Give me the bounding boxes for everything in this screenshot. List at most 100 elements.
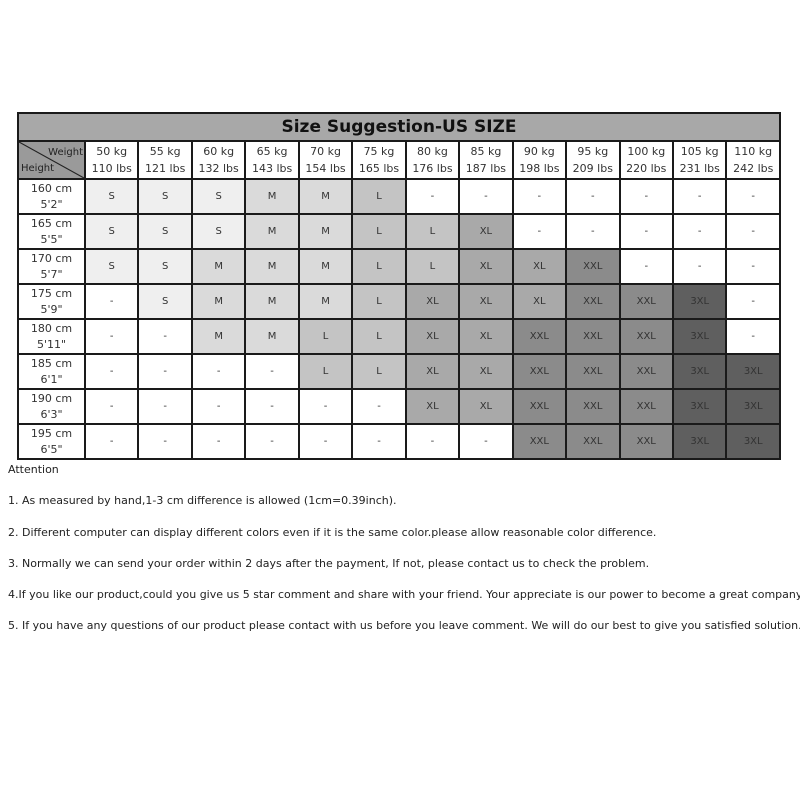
size-cell: - [83, 318, 140, 355]
note-item: 4.If you like our product,could you give… [8, 588, 800, 602]
size-cell: XL [404, 353, 461, 390]
weight-header: 50 kg 110 lbs [83, 140, 140, 180]
size-cell: - [511, 178, 568, 215]
note-item: 1. As measured by hand,1-3 cm difference… [8, 494, 397, 508]
size-cell: - [190, 388, 247, 425]
weight-kg: 55 kg [149, 145, 181, 158]
weight-header: 70 kg 154 lbs [297, 140, 354, 180]
weight-header: 60 kg 132 lbs [190, 140, 247, 180]
table-row: 170 cm 5'7" S S M M M L L XL XL XXL - - - [17, 248, 781, 285]
weight-kg: 75 kg [363, 145, 395, 158]
size-cell: 3XL [671, 353, 728, 390]
height-cm: 190 cm [30, 391, 73, 405]
size-cell: - [618, 248, 674, 285]
size-cell: L [351, 318, 407, 355]
size-cell: L [351, 283, 407, 320]
weight-lbs: 132 lbs [198, 162, 239, 175]
size-cell: M [297, 213, 354, 250]
weight-header: 100 kg 220 lbs [618, 140, 674, 180]
size-cell: XXL [511, 388, 568, 425]
diagonal-divider [20, 143, 83, 177]
size-cell: S [137, 178, 193, 215]
weight-lbs: 110 lbs [91, 162, 132, 175]
size-cell: XXL [511, 423, 568, 460]
size-cell: XXL [618, 283, 674, 320]
weight-kg: 105 kg [680, 145, 719, 158]
height-cm: 165 cm [30, 216, 73, 230]
size-cell: - [671, 213, 728, 250]
size-cell: S [137, 213, 193, 250]
size-cell: S [137, 283, 193, 320]
table-row: 175 cm 5'9" - S M M M L XL XL XL XXL XXL 3XL - [17, 283, 781, 320]
size-cell: S [83, 213, 140, 250]
size-cell: XL [511, 283, 568, 320]
size-cell: XXL [618, 353, 674, 390]
weight-kg: 110 kg [734, 145, 773, 158]
weight-kg: 90 kg [523, 145, 555, 158]
size-cell: - [404, 423, 461, 460]
size-cell: XXL [511, 318, 568, 355]
size-cell: 3XL [671, 388, 728, 425]
size-cell: L [404, 213, 461, 250]
size-cell: - [565, 213, 621, 250]
size-cell: XL [404, 318, 461, 355]
note-item: 2. Different computer can display differ… [8, 525, 657, 539]
height-ft: 5'11" [36, 337, 67, 351]
size-cell: 3XL [725, 388, 781, 425]
table-row: 180 cm 5'11" - - M M L L XL XL XXL XXL XXL 3XL - [17, 318, 781, 355]
size-cell: - [458, 178, 514, 215]
weight-header: 55 kg 121 lbs [137, 140, 193, 180]
size-cell: - [297, 388, 354, 425]
size-cell: XXL [511, 353, 568, 390]
size-cell: S [190, 213, 247, 250]
size-cell: S [190, 178, 247, 215]
size-cell: M [244, 213, 300, 250]
size-cell: - [137, 353, 193, 390]
size-cell: M [190, 248, 247, 285]
size-cell: XL [404, 283, 461, 320]
weight-lbs: 209 lbs [572, 162, 613, 175]
size-cell: - [618, 213, 674, 250]
size-cell: 3XL [671, 283, 728, 320]
size-cell: L [404, 248, 461, 285]
weight-lbs: 242 lbs [733, 162, 774, 175]
size-cell: M [190, 318, 247, 355]
size-cell: XL [458, 388, 514, 425]
size-cell: XXL [618, 388, 674, 425]
size-cell: M [244, 283, 300, 320]
weight-lbs: 176 lbs [412, 162, 453, 175]
size-cell: M [297, 248, 354, 285]
size-cell: - [725, 213, 781, 250]
size-cell: XL [458, 283, 514, 320]
chart-title: Size Suggestion-US SIZE [17, 112, 781, 142]
height-header: 170 cm 5'7" [17, 248, 86, 285]
weight-kg: 70 kg [310, 145, 341, 158]
weight-kg: 85 kg [470, 145, 502, 158]
size-cell: XXL [618, 423, 674, 460]
size-cell: XL [458, 213, 514, 250]
weight-header: 75 kg 165 lbs [351, 140, 407, 180]
weight-lbs: 165 lbs [358, 162, 400, 175]
height-cm: 175 cm [30, 286, 73, 300]
notes-heading: Attention [8, 463, 59, 476]
size-cell: L [351, 353, 407, 390]
weight-kg: 50 kg [96, 145, 128, 158]
size-cell: XXL [618, 318, 674, 355]
attention-notes: Attention 1. As measured by hand,1-3 cm … [8, 463, 800, 651]
size-cell: XXL [565, 423, 621, 460]
size-chart-table: Size Suggestion-US SIZE Weight Height 50… [17, 112, 781, 460]
size-cell: - [618, 178, 674, 215]
size-cell: - [725, 318, 781, 355]
size-cell: - [83, 353, 140, 390]
height-ft: 6'3" [40, 407, 63, 421]
weight-kg: 65 kg [256, 145, 288, 158]
size-cell: - [83, 423, 140, 460]
note-item: 3. Normally we can send your order withi… [8, 556, 650, 570]
table-row: 185 cm 6'1" - - - - L L XL XL XXL XXL XXL 3XL 3XL [17, 353, 781, 390]
weight-label: Weight [48, 147, 83, 158]
table-row: 160 cm 5'2" S S S M M L - - - - - - - [17, 178, 781, 215]
height-header: 175 cm 5'9" [17, 283, 86, 320]
size-cell: M [297, 283, 354, 320]
height-ft: 6'5" [40, 442, 63, 456]
size-cell: S [83, 178, 140, 215]
